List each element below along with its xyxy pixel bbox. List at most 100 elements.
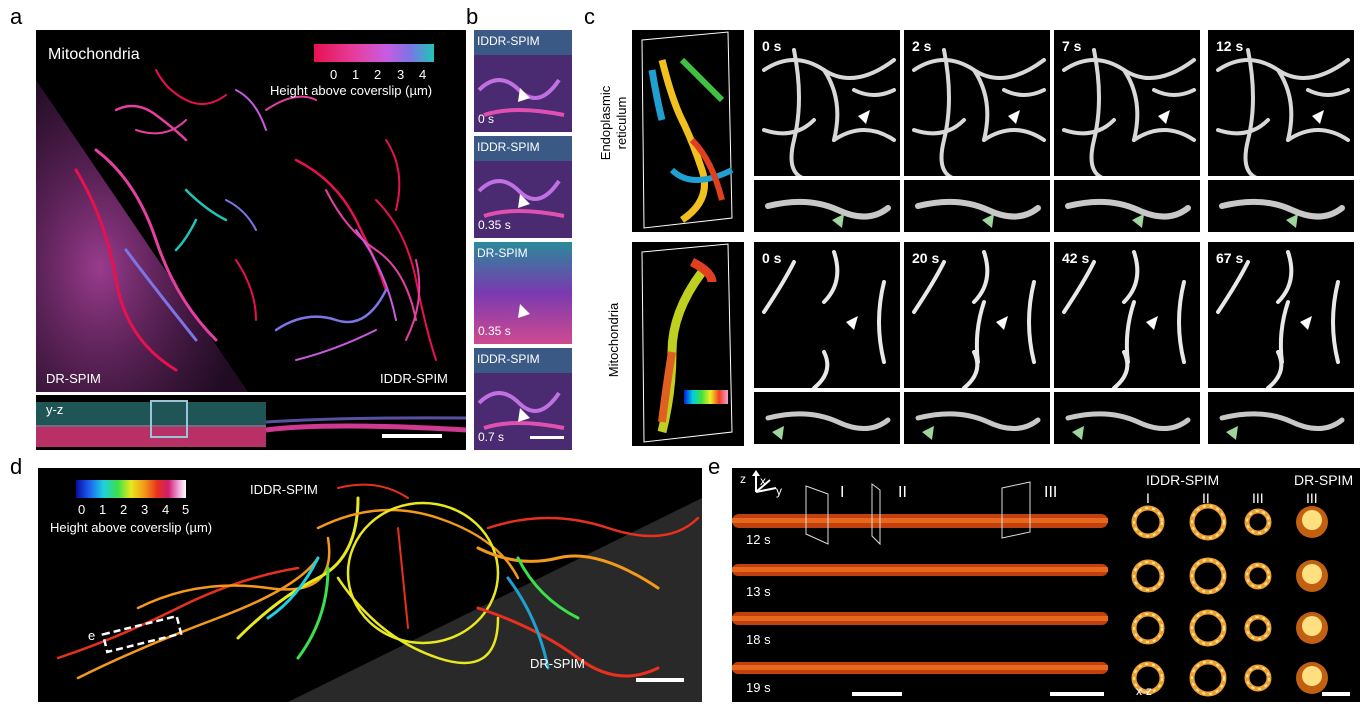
colorbar-d-tick-4: 4 <box>162 502 170 517</box>
iddr-spim-label-a: IDDR-SPIM <box>380 371 448 386</box>
panel-c-row-1-time-2: 2 s <box>912 38 932 54</box>
panel-b-tile-4-method: IDDR-SPIM <box>477 352 540 366</box>
xsec-tile-r3-c1 <box>1131 611 1165 645</box>
iddr-spim-label-d: IDDR-SPIM <box>250 482 318 497</box>
panel-label-e: e <box>708 454 721 479</box>
scale-bar-e-right <box>1322 692 1350 696</box>
yz-roi-box <box>150 400 188 438</box>
xsec-tile-r2-c2 <box>1189 557 1227 595</box>
colorbar-a-tick-3: 3 <box>397 67 405 82</box>
panel-c-row-1-xy-tile-2: 2 s <box>904 30 1050 176</box>
panel-c-row-2-time-4: 67 s <box>1216 250 1244 266</box>
panel-label-b: b <box>466 4 479 29</box>
section-label-3: III <box>1044 484 1058 501</box>
panel-c-row-1-yz-tile-4 <box>1208 180 1354 232</box>
xsec-header-4: III <box>1306 490 1318 506</box>
panel-c-row-2-yz-tile-1 <box>754 392 900 444</box>
panel-c-row-2-yz-tile-3 <box>1054 392 1200 444</box>
panel-e-art <box>732 470 1328 697</box>
panel-c-row-1-label: Endoplasmic reticulum <box>598 85 629 161</box>
panel-c-row-1-xy-tile-3: 7 s <box>1054 30 1200 176</box>
panel-c-row-1-xy-tile-4: 12 s <box>1208 30 1354 176</box>
panel-c-row-2-yz-tile-2 <box>904 392 1050 444</box>
panel-b-tile-3-method: DR-SPIM <box>477 246 528 260</box>
panel-c-row-2-xy-tile-2: 20 s <box>904 242 1050 388</box>
xsec-tile-r2-c4 <box>1296 560 1328 592</box>
panel-b-tile-1-method: IDDR-SPIM <box>477 34 540 48</box>
scale-bar-b <box>530 436 564 439</box>
panel-b-tile-4: IDDR-SPIM 0.7 s <box>474 348 572 450</box>
colorbar-d-tick-5: 5 <box>182 502 190 517</box>
panel-b-tile-1: IDDR-SPIM 0 s <box>474 30 572 132</box>
panel-c-row-2-yz-tile-4 <box>1208 392 1354 444</box>
colorbar-a-tick-0: 0 <box>330 67 338 82</box>
col-header-iddr: IDDR-SPIM <box>1146 472 1220 488</box>
xsec-tile-r4-c3 <box>1244 664 1272 692</box>
axis-x-label: x <box>760 474 766 488</box>
panel-c-row-2-xy-tile-4: 67 s <box>1208 242 1354 388</box>
panel-a-art <box>36 44 466 450</box>
section-plane-3 <box>1001 481 1031 539</box>
panel-c-row-1-xy-tile-1: 0 s <box>754 30 900 176</box>
panel-c-row-1-yz-tile-1 <box>754 180 900 232</box>
panel-b-tile-3: DR-SPIM 0.35 s <box>474 242 572 344</box>
panel-d-filaments <box>56 483 700 680</box>
panel-a-image: Mitochondria 0 1 2 3 4 Height above cove… <box>36 30 466 450</box>
xsec-tile-r1-c3 <box>1244 508 1272 536</box>
colorbar-d-caption: Height above coverslip (µm) <box>50 520 213 535</box>
panel-e-filaments <box>732 514 1108 674</box>
xsec-tile-r1-c4 <box>1296 506 1328 538</box>
panel-d-roi-label: e <box>88 628 96 643</box>
xsec-tile-r3-c3 <box>1244 614 1272 642</box>
panel-e-time-4: 19 s <box>746 680 771 695</box>
panel-c-row-1-yz-tile-2 <box>904 180 1050 232</box>
colorbar-d-tick-2: 2 <box>120 502 128 517</box>
xsec-tile-r3-c4 <box>1296 612 1328 644</box>
xsec-tile-r2-c3 <box>1244 562 1272 590</box>
xsec-tile-r3-c2 <box>1189 609 1227 647</box>
panel-d-image: 0 1 2 3 4 5 Height above coverslip (µm) … <box>38 468 702 702</box>
panel-b-tile-2-time: 0.35 s <box>478 218 511 232</box>
panel-c-row-2-xy-tile-1: 0 s <box>754 242 900 388</box>
xsec-tile-r4-c2 <box>1189 659 1227 697</box>
scale-bar-d <box>636 678 684 682</box>
panel-label-c: c <box>584 4 595 29</box>
section-label-2: II <box>898 484 907 501</box>
panel-c-row-2-xy-tile-3: 42 s <box>1054 242 1200 388</box>
dr-spim-label-d: DR-SPIM <box>530 656 585 671</box>
panel-b: IDDR-SPIM 0 s IDDR-SPIM 0.35 s DR-SPIM 0… <box>474 30 572 450</box>
panel-b-tile-2: IDDR-SPIM 0.35 s <box>474 136 572 238</box>
axis-y-label: y <box>776 484 782 498</box>
dr-spim-region-d <box>288 498 702 702</box>
panel-e-time-1: 12 s <box>746 532 771 547</box>
mitochondria-filaments <box>74 69 437 372</box>
colorbar-d-tick-3: 3 <box>141 502 149 517</box>
panel-b-tile-3-time: 0.35 s <box>478 324 511 338</box>
er-3d-render <box>632 30 744 232</box>
axis-z-label: z <box>740 472 746 486</box>
section-plane-1 <box>805 485 829 545</box>
panel-c-row-2-label: Mitochondria <box>606 302 621 378</box>
xsec-tile-r4-c4 <box>1296 662 1328 694</box>
panel-e-image: z x y I II III 12 s 13 s 18 s 19 s IDDR-… <box>732 468 1360 702</box>
xz-label: x-z <box>1136 684 1152 698</box>
panel-c-row-2-time-3: 42 s <box>1062 250 1090 266</box>
dr-spim-label-a: DR-SPIM <box>46 371 101 386</box>
colorbar-a-caption: Height above coverslip (µm) <box>270 83 433 98</box>
section-label-1: I <box>840 484 845 501</box>
panel-c-row-1-yz-tile-3 <box>1054 180 1200 232</box>
scale-bar-e-left <box>1050 692 1104 696</box>
panel-c-row-1-time-1: 0 s <box>762 38 782 54</box>
panel-b-tile-2-method: IDDR-SPIM <box>477 140 540 154</box>
panel-label-a: a <box>10 4 23 29</box>
yz-label-a: y-z <box>46 402 64 417</box>
panel-a-title: Mitochondria <box>48 46 140 63</box>
colorbar-d-tick-1: 1 <box>99 502 107 517</box>
panel-b-tile-1-time: 0 s <box>478 112 495 126</box>
xsec-header-1: I <box>1146 490 1150 506</box>
panel-c-row-1-time-3: 7 s <box>1062 38 1082 54</box>
panel-label-d: d <box>10 454 23 479</box>
divider-line <box>36 392 466 395</box>
xsec-tile-r1-c2 <box>1189 503 1227 541</box>
